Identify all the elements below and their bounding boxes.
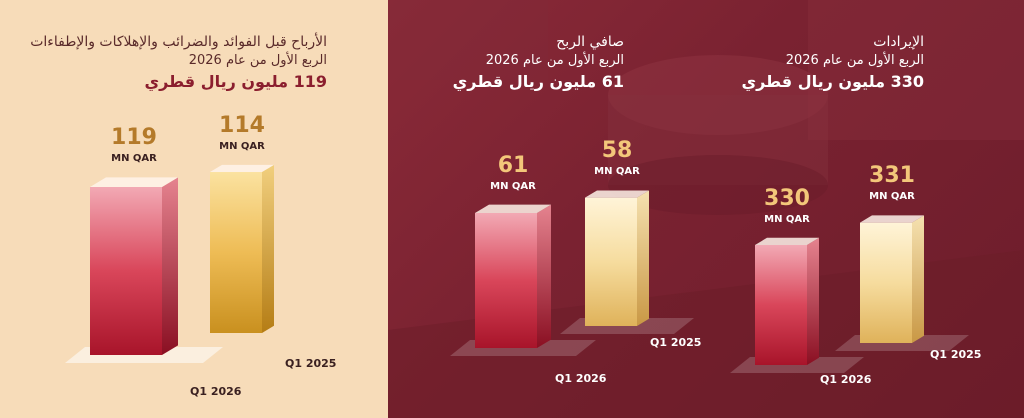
bar-1-0-category-label: Q1 2026: [555, 372, 607, 385]
revenue-subtitle: الربع الأول من عام 2026: [785, 53, 924, 68]
bar-0-1-unit-label: MN QAR: [219, 140, 265, 152]
revenue-headline: 330 مليون ريال قطري: [741, 72, 924, 91]
bar-2-0-top: [755, 237, 819, 245]
ebitda-subtitle: الربع الأول من عام 2026: [188, 53, 327, 68]
bar-1-1-category-label: Q1 2025: [650, 336, 702, 349]
bar-0-0-side: [162, 177, 178, 355]
ebitda-title-block: الأرباح قبل الفوائد والضرائب والإهلاكات …: [30, 33, 327, 94]
bar-0-1-top: [210, 164, 274, 173]
bar-2-1-category-label: Q1 2025: [930, 348, 982, 361]
bar-2-1-unit-label: MN QAR: [869, 191, 915, 203]
bar-0-0-category-label: Q1 2026: [190, 385, 242, 398]
bar-2-1-side: [912, 215, 924, 343]
net-profit-title-block: صافي الربح الربع الأول من عام 2026 61 مل…: [453, 33, 624, 94]
bar-0-1: [210, 172, 262, 333]
bar-1-0-unit-label: MN QAR: [490, 180, 536, 192]
revenue-title-block: الإيرادات الربع الأول من عام 2026 330 مل…: [741, 33, 924, 94]
ebitda-headline: 119 مليون ريال قطري: [144, 72, 327, 91]
bar-1-0-top: [475, 204, 551, 213]
bar-1-0-value-label: 61: [497, 152, 529, 178]
bar-0-1-category-label: Q1 2025: [285, 357, 337, 370]
bar-1-1-unit-label: MN QAR: [594, 166, 640, 178]
net-profit-headline: 61 مليون ريال قطري: [452, 72, 624, 91]
bar-0-0-unit-label: MN QAR: [111, 153, 157, 165]
net-profit-title: صافي الربح: [556, 34, 624, 50]
bar-1-1-value-label: 58: [601, 138, 633, 164]
bar-1-0-side: [537, 204, 551, 348]
bar-0-0-value-label: 119: [111, 125, 157, 151]
bar-2-1: [860, 222, 912, 343]
bar-1-1-top: [585, 190, 649, 198]
bar-2-0-side: [807, 237, 819, 365]
bar-0-0: [90, 187, 162, 355]
bar-0-1-side: [262, 164, 274, 333]
ebitda-title: الأرباح قبل الفوائد والضرائب والإهلاكات …: [30, 34, 327, 50]
bar-1-1-side: [637, 190, 649, 326]
revenue-title: الإيرادات: [873, 34, 924, 50]
bar-1-0: [475, 213, 537, 348]
bar-2-1-value-label: 331: [869, 163, 915, 189]
bar-2-0-category-label: Q1 2026: [820, 373, 872, 386]
bar-0-1-value-label: 114: [219, 112, 265, 138]
bar-2-0: [755, 245, 807, 365]
net-profit-subtitle: الربع الأول من عام 2026: [485, 53, 624, 68]
bar-2-0-value-label: 330: [764, 185, 810, 211]
profit-revenue-panel: [388, 0, 1024, 418]
bar-2-1-top: [860, 215, 924, 223]
bar-0-0-top: [90, 177, 178, 187]
bar-1-1: [585, 197, 637, 326]
bar-2-0-unit-label: MN QAR: [764, 213, 810, 225]
